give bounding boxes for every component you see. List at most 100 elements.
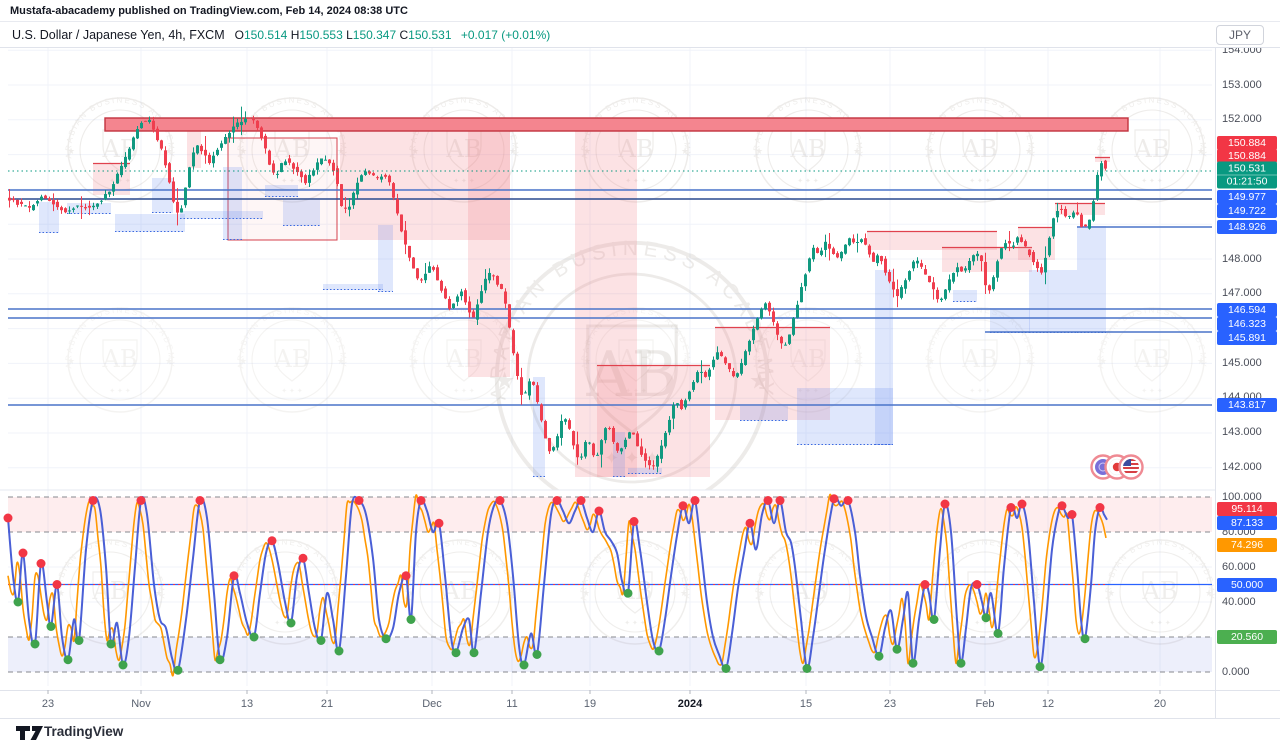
time-tick-label: 15	[799, 698, 813, 710]
supply-demand-zones	[39, 117, 1129, 477]
overbought-dot	[1006, 503, 1016, 512]
overbought-dot	[229, 571, 239, 581]
demand-zone	[378, 225, 393, 292]
oversold-dot	[956, 658, 966, 668]
price-tick-label: 142.000	[1222, 461, 1262, 473]
supply-zone	[340, 131, 510, 240]
price-tag: 143.817	[1217, 398, 1277, 412]
overbought-dot	[843, 496, 853, 505]
oversold-dot	[654, 646, 664, 656]
supply-zone	[597, 365, 710, 477]
price-tag: 145.891	[1217, 331, 1277, 345]
time-tick-label: 19	[583, 698, 597, 710]
demand-zone	[115, 214, 185, 232]
time-tick-label: 12	[1041, 698, 1055, 710]
overbought-dot	[3, 513, 13, 523]
overbought-dot	[52, 580, 62, 589]
symbol-title[interactable]: U.S. Dollar / Japanese Yen, 4h, FXCM	[12, 28, 225, 42]
support-lines[interactable]	[8, 189, 1212, 406]
overbought-dot	[972, 580, 982, 589]
demand-zone	[1077, 226, 1106, 333]
overbought-dot	[920, 580, 930, 589]
price-tag: 150.884	[1217, 149, 1277, 163]
arabian-business-academy-watermark	[1095, 304, 1209, 413]
price-tag: 149.977	[1217, 190, 1277, 204]
oversold-dot	[381, 634, 391, 644]
time-tick-label: Dec	[422, 698, 442, 710]
economic-event-flags[interactable]	[1090, 454, 1144, 480]
overbought-dot	[629, 517, 639, 526]
price-tag: 150.531 01:21:50	[1217, 161, 1277, 189]
arabian-business-academy-watermark	[63, 304, 177, 413]
oversold-dot	[1080, 634, 1090, 644]
supply-zone	[187, 122, 201, 168]
overbought-dot	[36, 559, 46, 568]
tradingview-brand-text[interactable]: TradingView	[44, 724, 124, 739]
oversold-dot	[802, 664, 812, 673]
oversold-dot	[46, 622, 56, 631]
time-axis[interactable]: 23 Nov 13 21 Dec 11 19 2024 15 23 Feb 12 20	[0, 690, 1216, 718]
arabian-business-academy-watermark	[228, 536, 342, 645]
overbought-dot	[576, 496, 586, 505]
overbought-dot	[745, 518, 755, 528]
time-tick-label: Feb	[975, 698, 995, 710]
oversold-dot	[173, 665, 183, 675]
oversold-dot	[316, 636, 326, 645]
supply-zone	[867, 231, 997, 250]
price-tick-label: 152.000	[1222, 113, 1262, 125]
candlesticks	[8, 106, 1107, 473]
demand-zone	[323, 284, 383, 290]
price-tag: 95.114	[1217, 502, 1277, 516]
overbought-dot	[1095, 503, 1105, 512]
overbought-dot	[763, 496, 773, 505]
oversold-dot	[249, 632, 259, 642]
demand-zone	[740, 406, 788, 421]
time-tick-label: 2024	[677, 698, 703, 710]
time-tick-label: 23	[41, 698, 55, 710]
oversold-dot	[519, 660, 529, 670]
time-tick-label: 13	[240, 698, 254, 710]
price-tick-label: 145.000	[1222, 357, 1262, 369]
osc-tick-label: 40.000	[1222, 596, 1256, 608]
demand-zone	[152, 178, 173, 213]
arabian-business-academy-watermark	[1095, 94, 1209, 203]
us-flag-icon	[1118, 454, 1144, 480]
price-tick-label: 153.000	[1222, 79, 1262, 91]
oversold-dot	[993, 629, 1003, 638]
demand-zone	[533, 377, 545, 477]
ohlc-values: O150.514 H150.553 L150.347 C150.531	[235, 28, 455, 42]
oversold-dot	[721, 664, 731, 673]
demand-zone	[223, 167, 242, 240]
price-tag: 149.722	[1217, 204, 1277, 218]
demand-zone	[628, 468, 662, 474]
arabian-business-academy-watermark	[751, 94, 865, 203]
oversold-dot	[106, 639, 116, 649]
supply-band	[104, 117, 1129, 132]
supply-zone-outline	[227, 137, 338, 241]
arabian-business-academy-watermark	[923, 94, 1037, 203]
ohlc-key: L	[346, 28, 353, 42]
time-tick-label: 23	[883, 698, 897, 710]
currency-button[interactable]: JPY	[1215, 25, 1264, 45]
oversold-dot	[929, 615, 939, 624]
arabian-business-academy-watermark	[235, 304, 349, 413]
overbought-dot	[495, 496, 505, 505]
overbought-dot	[434, 518, 444, 528]
supply-zone	[575, 131, 637, 477]
price-tick-label: 148.000	[1222, 253, 1262, 265]
oversold-dot	[286, 618, 296, 628]
overbought-dot	[1017, 499, 1027, 509]
overbought-dot	[594, 506, 604, 516]
publish-bar: Mustafa-abacademy published on TradingVi…	[0, 0, 1280, 21]
overbought-dot	[416, 496, 426, 505]
demand-zone	[875, 270, 893, 445]
oversold-dot	[30, 639, 40, 649]
demand-zone	[1029, 270, 1077, 333]
tradingview-logo-icon[interactable]	[14, 723, 48, 743]
overbought-dot	[195, 496, 205, 505]
ohlc-value: 150.514	[243, 28, 291, 42]
price-tag: 87.133	[1217, 516, 1277, 530]
overbought-dot	[88, 496, 98, 505]
